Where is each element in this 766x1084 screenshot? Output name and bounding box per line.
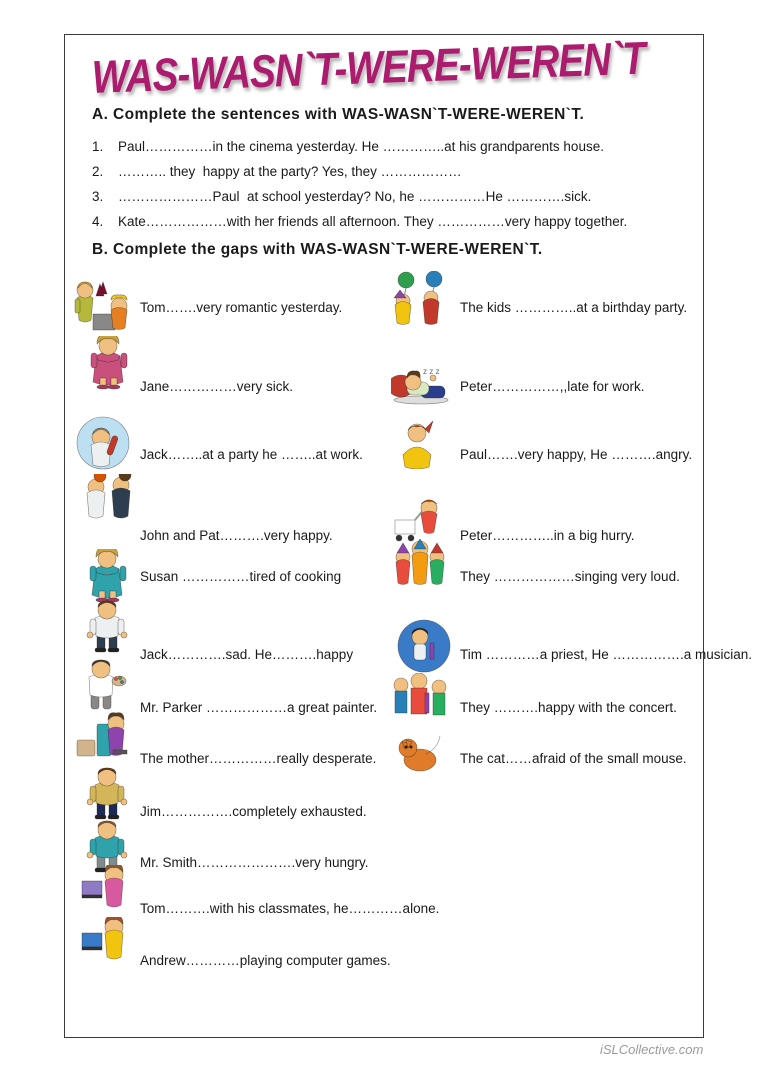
svg-text:z z z: z z z [423, 367, 439, 376]
